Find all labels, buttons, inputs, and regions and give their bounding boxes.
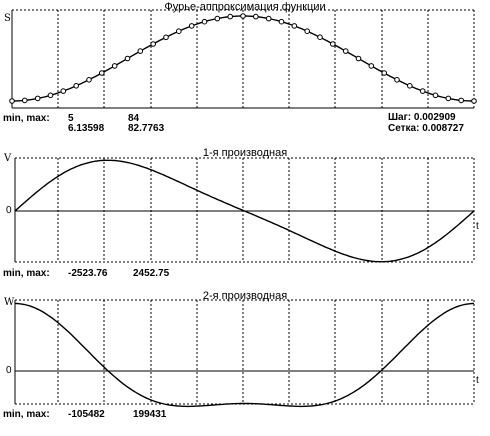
fourier-marker-11: [150, 41, 156, 47]
deriv2-title: 2-я производная: [202, 290, 288, 302]
fourier-grid: [12, 9, 475, 108]
fourier-marker-5: [73, 83, 79, 89]
fourier-marker-36: [471, 98, 477, 104]
fourier-marker-6: [86, 77, 92, 83]
fourier-marker-26: [342, 48, 349, 54]
deriv2-max: 199431: [133, 409, 167, 420]
deriv1-minmax-label: min, max:: [3, 268, 50, 279]
fourier-marker-29: [381, 70, 388, 76]
fourier-markers: [9, 13, 477, 104]
deriv2-axis-letter: W: [4, 297, 15, 308]
fourier-marker-27: [355, 55, 362, 62]
fourier-marker-15: [201, 18, 208, 25]
fourier-marker-25: [330, 41, 336, 47]
deriv2-t-label: t: [476, 375, 479, 386]
fourier-marker-18: [240, 13, 246, 19]
deriv2-grid: [15, 299, 475, 405]
fourier-title: Фурье-аппроксимация функции: [164, 1, 326, 13]
fourier-max-top: 84: [128, 113, 140, 124]
fourier-marker-0: [9, 98, 15, 104]
fourier-marker-33: [432, 92, 439, 99]
fourier-marker-12: [163, 34, 169, 41]
fourier-marker-17: [227, 13, 233, 20]
fourier-marker-31: [407, 83, 413, 89]
deriv1-min: -2523.76: [68, 268, 108, 279]
deriv1-axis-letter: V: [4, 153, 12, 164]
fourier-marker-32: [419, 88, 426, 94]
deriv2-min: -105482: [68, 409, 105, 420]
deriv2-curve: [15, 302, 474, 408]
deriv1-panel: [14, 157, 475, 263]
deriv1-title: 1-я производная: [202, 147, 288, 159]
fourier-marker-2: [34, 95, 41, 102]
fourier-marker-24: [317, 34, 323, 41]
fourier-step: Шаг: 0.002909: [388, 112, 456, 123]
fourier-marker-1: [22, 97, 28, 104]
fourier-marker-4: [60, 88, 67, 94]
deriv1-grid: [15, 157, 475, 263]
fourier-marker-7: [99, 70, 105, 76]
fourier-marker-16: [214, 15, 221, 22]
fourier-axis-letter: S: [4, 13, 11, 24]
fourier-marker-13: [176, 28, 182, 35]
deriv1-zero-label: 0: [6, 205, 12, 216]
fourier-marker-3: [47, 92, 54, 99]
fourier-marker-30: [394, 77, 400, 83]
fourier-marker-20: [265, 15, 272, 22]
deriv1-max: 2452.75: [133, 268, 170, 279]
fourier-min-bottom: 6.13598: [68, 123, 105, 134]
fourier-marker-22: [291, 23, 298, 29]
fourier-marker-28: [368, 63, 375, 69]
fourier-min-top: 5: [68, 113, 74, 124]
fourier-max-bottom: 82.7763: [128, 123, 165, 134]
fourier-panel: [9, 9, 477, 109]
fourier-marker-9: [124, 55, 131, 62]
fourier-marker-21: [278, 18, 285, 25]
deriv2-zero-label: 0: [6, 365, 12, 376]
deriv2-panel: [14, 299, 475, 408]
fourier-marker-8: [111, 63, 118, 69]
fourier-marker-14: [188, 23, 195, 29]
fourier-grid-size: Сетка: 0.008727: [388, 123, 464, 134]
fourier-marker-23: [304, 28, 311, 35]
fourier-marker-35: [458, 97, 465, 104]
fourier-marker-34: [445, 95, 452, 102]
deriv1-t-label: t: [476, 221, 479, 232]
fourier-minmax-label: min, max:: [3, 113, 50, 124]
fourier-marker-19: [253, 13, 259, 20]
deriv1-curve: [14, 159, 475, 263]
fourier-marker-10: [137, 48, 144, 54]
deriv2-minmax-label: min, max:: [3, 409, 50, 420]
